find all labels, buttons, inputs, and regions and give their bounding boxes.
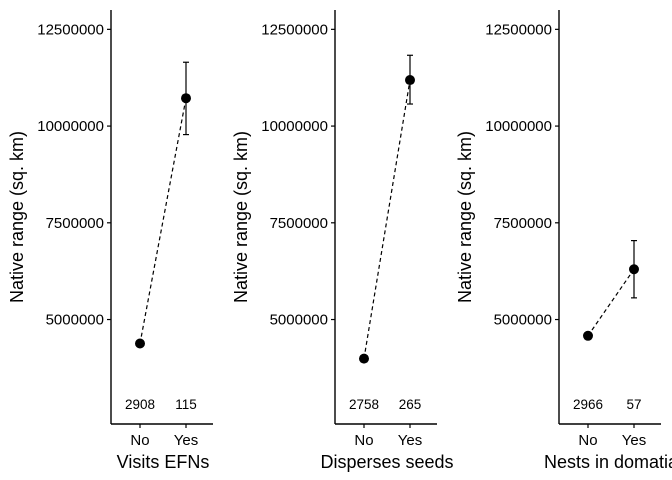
series-connector-line	[139, 98, 187, 344]
x-tick-label: Yes	[398, 432, 422, 449]
y-axis-title: Native range (sq. km)	[7, 131, 27, 303]
data-point-no	[583, 330, 593, 341]
y-tick-label: 7500000	[46, 215, 104, 232]
data-point-no	[135, 338, 145, 349]
data-point-no	[359, 353, 369, 364]
panel-3: 5000000 7500000 10000000 12500000 No Yes Nests…	[455, 10, 672, 472]
y-tick-label: 7500000	[270, 215, 328, 232]
data-point-yes	[181, 93, 191, 104]
y-tick-label: 10000000	[37, 118, 104, 135]
data-point-yes	[629, 264, 639, 275]
y-tick-label: 10000000	[261, 118, 328, 135]
sample-size-label: 2966	[573, 397, 603, 412]
series-connector-line	[587, 268, 635, 337]
x-tick-label: No	[578, 432, 597, 449]
sample-size-label: 57	[626, 397, 641, 412]
x-tick-label: No	[130, 432, 149, 449]
y-tick-label: 5000000	[494, 312, 552, 329]
x-axis-title: Disperses seeds	[320, 452, 453, 472]
y-tick-label: 10000000	[485, 118, 552, 135]
sample-size-label: 265	[399, 397, 422, 412]
x-tick-label: Yes	[174, 432, 198, 449]
x-tick-label: Yes	[622, 432, 646, 449]
y-axis-title: Native range (sq. km)	[455, 131, 475, 303]
y-tick-label: 12500000	[261, 21, 328, 38]
y-axis-title: Native range (sq. km)	[231, 131, 251, 303]
y-tick-label: 5000000	[270, 312, 328, 329]
panel-2: 5000000 7500000 10000000 12500000 No Yes Dispe…	[231, 10, 454, 472]
panel-1: 5000000 7500000 10000000 12500000 No Yes Visit…	[7, 10, 213, 472]
sample-size-label: 2758	[349, 397, 379, 412]
data-point-yes	[405, 75, 415, 86]
y-tick-label: 12500000	[37, 21, 104, 38]
sample-size-label: 2908	[125, 397, 155, 412]
x-tick-label: No	[354, 432, 373, 449]
sample-size-label: 115	[175, 397, 197, 412]
series-connector-line	[363, 79, 411, 359]
x-axis-title: Nests in domatia	[544, 452, 672, 472]
y-tick-label: 5000000	[46, 312, 104, 329]
y-tick-label: 12500000	[485, 21, 552, 38]
x-axis-title: Visits EFNs	[117, 452, 210, 472]
y-tick-label: 7500000	[494, 215, 552, 232]
